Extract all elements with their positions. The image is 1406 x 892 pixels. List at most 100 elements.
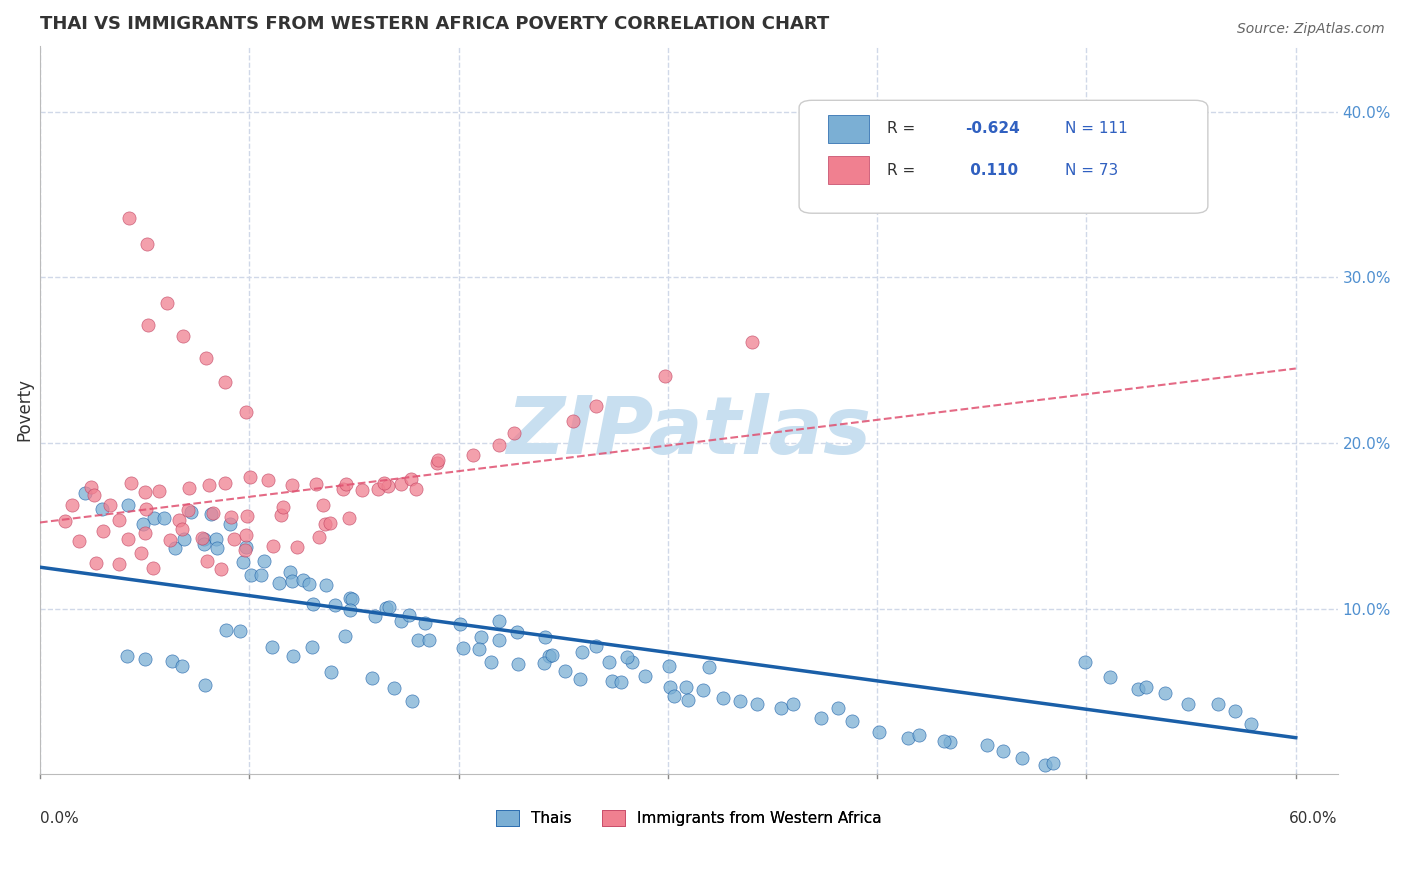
Point (118, 211, 141, 226)
Point (335, 477, 357, 491)
Point (142, 561, 165, 575)
Point (314, 516, 336, 531)
Point (232, 555, 254, 569)
Point (305, 477, 328, 491)
Point (80, 480, 103, 494)
Point (201, 507, 224, 521)
Point (332, 483, 354, 497)
Point (934, 733, 956, 747)
Point (221, 510, 243, 524)
Point (134, 484, 156, 499)
Y-axis label: Poverty: Poverty (15, 378, 32, 442)
Point (378, 600, 401, 615)
Point (84, 556, 107, 570)
Point (340, 592, 363, 607)
Point (115, 649, 138, 664)
Point (319, 516, 342, 530)
Text: Source: ZipAtlas.com: Source: ZipAtlas.com (1237, 22, 1385, 37)
Point (461, 449, 484, 463)
Point (176, 503, 198, 517)
Point (389, 477, 412, 491)
Point (745, 697, 768, 711)
Point (939, 735, 962, 749)
Point (235, 405, 257, 419)
Point (132, 517, 155, 532)
Point (468, 641, 491, 656)
Point (1154, 686, 1177, 700)
Point (658, 680, 681, 694)
Point (135, 237, 157, 252)
Point (533, 657, 555, 671)
Point (315, 578, 337, 592)
Point (562, 414, 585, 428)
Point (67, 533, 90, 548)
Point (339, 591, 361, 606)
Point (321, 665, 343, 679)
Point (810, 710, 832, 724)
Point (1011, 751, 1033, 765)
Point (301, 640, 323, 655)
Point (373, 475, 395, 490)
Point (662, 689, 685, 703)
Point (488, 615, 510, 629)
Point (98, 498, 121, 512)
Point (83, 488, 105, 502)
Point (160, 654, 183, 668)
Point (350, 483, 373, 497)
Point (292, 573, 315, 587)
Point (375, 601, 398, 615)
Point (479, 655, 502, 669)
Point (179, 481, 201, 495)
Point (278, 566, 301, 580)
Point (620, 656, 643, 670)
Point (1223, 704, 1246, 718)
Point (135, 502, 157, 516)
Point (167, 513, 190, 527)
Point (136, 318, 159, 332)
Point (235, 527, 257, 541)
Point (260, 640, 283, 655)
Point (399, 473, 422, 487)
Point (782, 697, 804, 711)
Point (427, 453, 450, 467)
Point (537, 648, 560, 663)
Point (598, 655, 620, 669)
Point (568, 672, 591, 686)
Point (658, 659, 681, 673)
Point (1042, 756, 1064, 771)
Point (398, 607, 420, 622)
Point (654, 368, 676, 383)
Point (90, 502, 112, 516)
Point (571, 645, 593, 659)
Point (214, 475, 236, 490)
Point (333, 629, 356, 643)
Point (449, 616, 471, 631)
Point (301, 597, 323, 611)
Point (298, 577, 321, 591)
Point (60, 498, 83, 512)
Text: 0.0%: 0.0% (39, 811, 79, 826)
Point (1033, 758, 1056, 772)
Point (451, 641, 474, 656)
Point (233, 543, 256, 558)
Text: THAI VS IMMIGRANTS FROM WESTERN AFRICA POVERTY CORRELATION CHART: THAI VS IMMIGRANTS FROM WESTERN AFRICA P… (39, 15, 830, 33)
Point (207, 541, 229, 555)
Point (488, 633, 510, 648)
Point (339, 603, 361, 617)
Point (256, 473, 278, 487)
Point (143, 511, 166, 525)
Point (280, 574, 302, 589)
Point (281, 648, 304, 663)
Point (976, 739, 998, 753)
Point (180, 505, 202, 519)
Point (200, 507, 222, 521)
Point (697, 659, 720, 673)
Point (312, 498, 335, 512)
Point (209, 562, 232, 576)
Point (148, 484, 170, 499)
Point (609, 675, 631, 690)
Point (616, 650, 638, 665)
Point (676, 693, 699, 707)
Point (172, 522, 194, 536)
Point (600, 673, 623, 688)
